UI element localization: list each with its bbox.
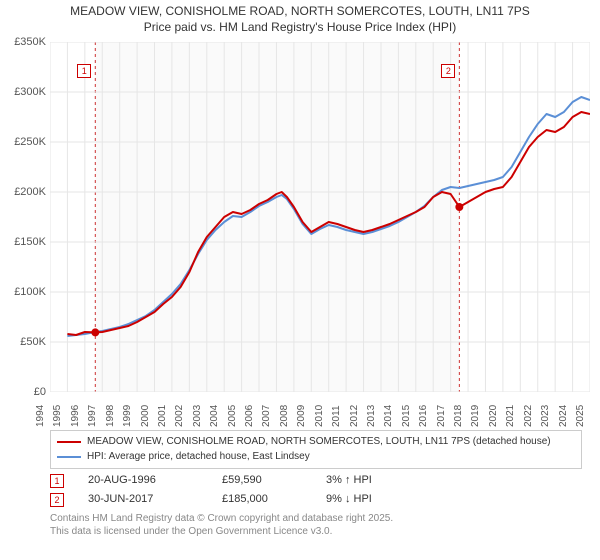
x-axis-tick-label: 2017 bbox=[436, 405, 447, 427]
credits-line1: Contains HM Land Registry data © Crown c… bbox=[50, 512, 582, 525]
x-axis-tick-label: 2002 bbox=[174, 405, 185, 427]
event-marker-icon: 1 bbox=[50, 474, 64, 488]
x-axis-tick-label: 2022 bbox=[523, 405, 534, 427]
chart-title-line1: MEADOW VIEW, CONISHOLME ROAD, NORTH SOME… bbox=[10, 4, 590, 20]
event-price: £59,590 bbox=[222, 472, 302, 489]
y-axis-tick-label: £350K bbox=[0, 36, 46, 48]
legend-label: MEADOW VIEW, CONISHOLME ROAD, NORTH SOME… bbox=[87, 435, 551, 450]
x-axis-tick-label: 2013 bbox=[366, 405, 377, 427]
legend-swatch bbox=[57, 456, 81, 458]
legend-label: HPI: Average price, detached house, East… bbox=[87, 450, 310, 465]
x-axis-tick-label: 2011 bbox=[331, 405, 342, 427]
x-axis-tick-label: 2005 bbox=[227, 405, 238, 427]
event-marker-icon: 2 bbox=[50, 493, 64, 507]
x-axis-tick-label: 1995 bbox=[52, 405, 63, 427]
credits: Contains HM Land Registry data © Crown c… bbox=[50, 512, 582, 538]
y-axis-tick-label: £300K bbox=[0, 86, 46, 98]
credits-line2: This data is licensed under the Open Gov… bbox=[50, 525, 582, 538]
x-axis-tick-label: 2001 bbox=[157, 405, 168, 427]
x-axis-tick-label: 2015 bbox=[401, 405, 412, 427]
x-axis-tick-label: 2014 bbox=[383, 405, 394, 427]
chart-title-line2: Price paid vs. HM Land Registry's House … bbox=[10, 20, 590, 36]
x-axis-tick-label: 2021 bbox=[505, 405, 516, 427]
x-axis-tick-label: 1999 bbox=[122, 405, 133, 427]
legend-item-hpi: HPI: Average price, detached house, East… bbox=[57, 450, 575, 465]
x-axis-tick-label: 1997 bbox=[87, 405, 98, 427]
y-axis-tick-label: £100K bbox=[0, 286, 46, 298]
x-axis-tick-label: 2010 bbox=[314, 405, 325, 427]
annotation-marker: 2 bbox=[441, 64, 455, 78]
event-change: 3% ↑ HPI bbox=[326, 472, 372, 489]
y-axis-tick-label: £0 bbox=[0, 386, 46, 398]
chart-area: £0£50K£100K£150K£200K£250K£300K£350K1994… bbox=[50, 42, 590, 392]
x-axis-tick-label: 2012 bbox=[349, 405, 360, 427]
x-axis-tick-label: 2008 bbox=[279, 405, 290, 427]
legend-item-price-paid: MEADOW VIEW, CONISHOLME ROAD, NORTH SOME… bbox=[57, 435, 575, 450]
x-axis-tick-label: 2009 bbox=[296, 405, 307, 427]
y-axis-tick-label: £150K bbox=[0, 236, 46, 248]
event-date: 30-JUN-2017 bbox=[88, 491, 198, 508]
x-axis-tick-label: 2025 bbox=[575, 405, 586, 427]
events-list: 1 20-AUG-1996 £59,590 3% ↑ HPI 2 30-JUN-… bbox=[50, 470, 582, 508]
x-axis-tick-label: 2020 bbox=[488, 405, 499, 427]
x-axis-tick-label: 2006 bbox=[244, 405, 255, 427]
legend: MEADOW VIEW, CONISHOLME ROAD, NORTH SOME… bbox=[50, 430, 582, 469]
x-axis-tick-label: 1994 bbox=[35, 405, 46, 427]
x-axis-tick-label: 1996 bbox=[70, 405, 81, 427]
event-row: 2 30-JUN-2017 £185,000 9% ↓ HPI bbox=[50, 491, 582, 508]
y-axis-tick-label: £250K bbox=[0, 136, 46, 148]
event-date: 20-AUG-1996 bbox=[88, 472, 198, 489]
legend-swatch bbox=[57, 441, 81, 443]
x-axis-tick-label: 1998 bbox=[105, 405, 116, 427]
y-axis-tick-label: £50K bbox=[0, 336, 46, 348]
event-price: £185,000 bbox=[222, 491, 302, 508]
x-axis-tick-label: 2000 bbox=[140, 405, 151, 427]
line-chart bbox=[50, 42, 590, 392]
x-axis-tick-label: 2019 bbox=[470, 405, 481, 427]
event-change: 9% ↓ HPI bbox=[326, 491, 372, 508]
annotation-marker: 1 bbox=[77, 64, 91, 78]
y-axis-tick-label: £200K bbox=[0, 186, 46, 198]
x-axis-tick-label: 2016 bbox=[418, 405, 429, 427]
x-axis-tick-label: 2018 bbox=[453, 405, 464, 427]
x-axis-tick-label: 2023 bbox=[540, 405, 551, 427]
x-axis-tick-label: 2024 bbox=[558, 405, 569, 427]
event-row: 1 20-AUG-1996 £59,590 3% ↑ HPI bbox=[50, 472, 582, 489]
chart-title: MEADOW VIEW, CONISHOLME ROAD, NORTH SOME… bbox=[0, 0, 600, 37]
x-axis-tick-label: 2007 bbox=[261, 405, 272, 427]
x-axis-tick-label: 2003 bbox=[192, 405, 203, 427]
x-axis-tick-label: 2004 bbox=[209, 405, 220, 427]
